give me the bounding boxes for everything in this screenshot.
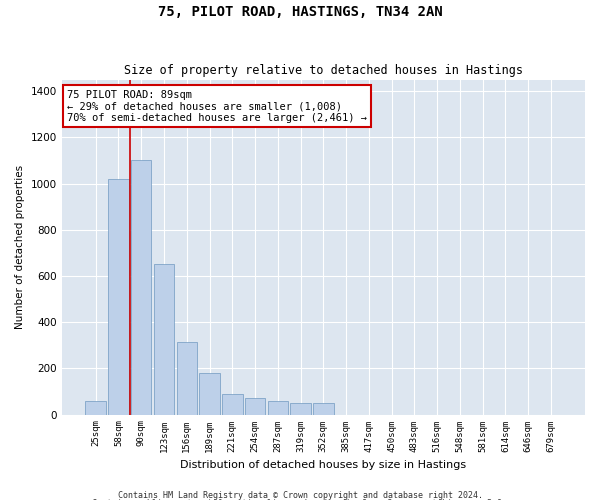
Text: 75, PILOT ROAD, HASTINGS, TN34 2AN: 75, PILOT ROAD, HASTINGS, TN34 2AN [158,5,442,19]
Bar [108,179,129,414]
Bar [131,160,151,414]
Bar [268,400,288,414]
Bar [85,400,106,414]
Bar [245,398,265,414]
Text: 75 PILOT ROAD: 89sqm
← 29% of detached houses are smaller (1,008)
70% of semi-de: 75 PILOT ROAD: 89sqm ← 29% of detached h… [67,90,367,123]
Y-axis label: Number of detached properties: Number of detached properties [15,165,25,329]
Bar [154,264,174,414]
Bar [290,403,311,414]
Bar [222,394,242,414]
Bar [313,403,334,414]
Text: Contains HM Land Registry data © Crown copyright and database right 2024.: Contains HM Land Registry data © Crown c… [118,490,482,500]
Bar [176,342,197,414]
Bar [199,373,220,414]
X-axis label: Distribution of detached houses by size in Hastings: Distribution of detached houses by size … [180,460,466,470]
Title: Size of property relative to detached houses in Hastings: Size of property relative to detached ho… [124,64,523,77]
